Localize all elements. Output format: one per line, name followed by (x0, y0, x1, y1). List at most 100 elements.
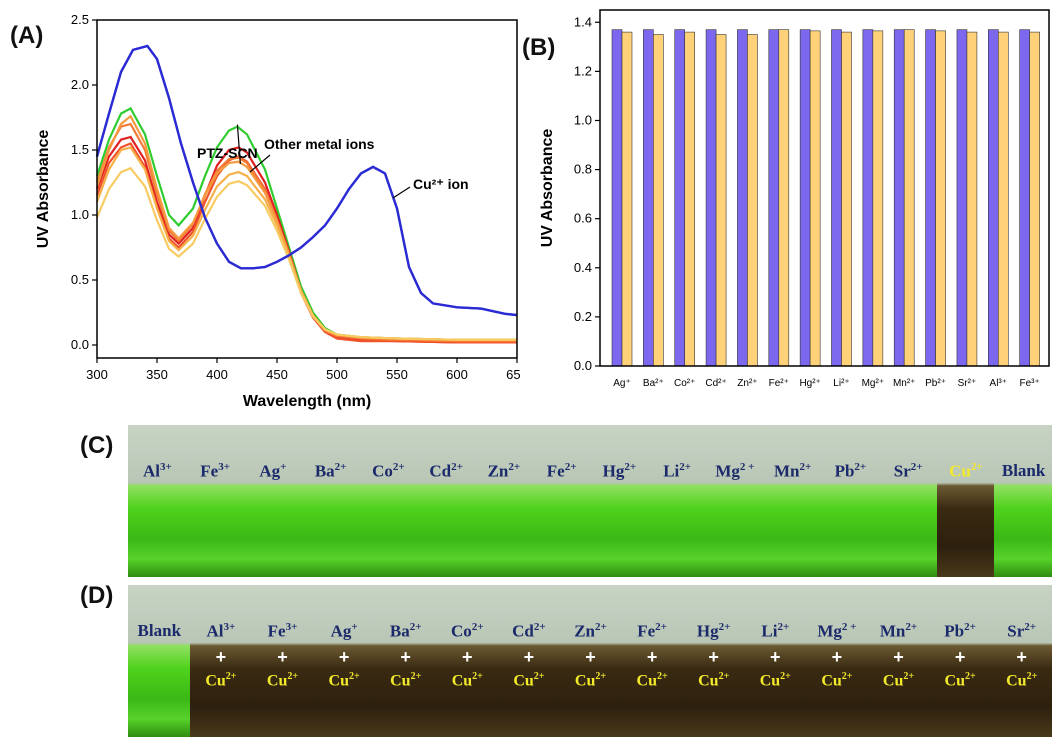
series-line-2 (95, 135, 517, 344)
vial-label: Fe3+ (200, 461, 230, 481)
added-cu-label: Cu2+ (759, 671, 791, 690)
added-cu-label: Cu2+ (636, 671, 668, 690)
series-line-4 (95, 122, 517, 343)
plus-sign: + (338, 647, 350, 667)
added-cu-label: Cu2+ (266, 671, 299, 690)
plus-sign: + (585, 647, 596, 667)
y-tick-label: 0.0 (574, 358, 592, 373)
bar-blue (643, 29, 654, 367)
vial-c-5: Cd2+ (416, 425, 477, 577)
vial-label: Zn2+ (487, 461, 521, 481)
plus-sign: + (646, 647, 658, 667)
annotation-arrow (236, 124, 241, 165)
x-tick-label: Co²⁺ (674, 378, 695, 389)
vial-d-2: Fe3+ + Cu2+ (251, 585, 315, 737)
photo-c: Al3+ Fe3+ Ag+ Ba2+ Co2+ Cd2+ Zn2+ Fe2+ Hg2+ Li2+ M… (128, 425, 1052, 577)
y-tick-label: 0.6 (574, 211, 592, 226)
x-tick-label: Hg²⁺ (799, 378, 820, 389)
bar-yellow (903, 29, 915, 367)
x-tick-label: 500 (326, 367, 348, 382)
y-tick-label: 1.0 (71, 207, 89, 222)
plus-sign: + (400, 647, 411, 667)
y-tick-label: 0.0 (71, 337, 89, 352)
vial-label: Ag+ (330, 621, 358, 641)
vial-label: Hg2+ (696, 621, 731, 641)
vial-label: Mg2 + (817, 621, 857, 641)
plus-sign: + (1016, 647, 1027, 667)
y-tick-label: 1.2 (574, 63, 592, 78)
vial-d-14: Sr2+ + Cu2+ (990, 585, 1052, 737)
x-tick-label: 450 (266, 367, 288, 382)
x-tick-label: Fe³⁺ (1020, 378, 1040, 389)
y-tick-label: 0.2 (574, 309, 592, 324)
panel-label-c: (C) (80, 432, 114, 459)
bar-yellow (715, 34, 727, 367)
plot-frame-a (96, 19, 518, 359)
vial-d-10: Li2+ + Cu2+ (744, 585, 808, 737)
series-line-cu-top (95, 44, 518, 317)
bar-blue (925, 29, 936, 367)
x-tick-label: 650 (506, 367, 520, 382)
plus-sign: + (893, 647, 904, 667)
bar-blue (674, 29, 686, 367)
x-tick-label: 400 (206, 367, 228, 382)
bar-blue (987, 29, 999, 367)
bar-yellow (778, 29, 790, 367)
vial-d-11: Mg2 + + Cu2+ (805, 585, 870, 737)
vial-label: Zn2+ (574, 621, 607, 641)
vial-label: Blank (137, 621, 182, 640)
series-line-3 (95, 142, 517, 344)
bar-yellow (809, 30, 821, 367)
added-cu-label: Cu2+ (882, 671, 915, 690)
vial-label: Fe3+ (267, 621, 298, 641)
x-tick-label: Li²⁺ (833, 378, 849, 389)
bar-blue (956, 29, 968, 367)
bar-blue (831, 29, 842, 367)
bar-blue (768, 29, 780, 367)
chart-b: Ag⁺ Ba²⁺ Co²⁺ Cd²⁺ Zn²⁺ Fe²⁺ Hg²⁺ Li²⁺ Mg²⁺ Mn²⁺ P… (539, 9, 1050, 389)
added-cu-label: Cu2+ (328, 671, 360, 690)
added-cu-label: Cu2+ (1006, 671, 1038, 690)
vial-label: Cu2+ (949, 461, 983, 481)
y-tick-label: 2.0 (71, 77, 89, 92)
vial-c-8: Hg2+ (590, 425, 650, 577)
vial-label: Cd2+ (512, 621, 546, 641)
plus-sign: + (277, 647, 288, 667)
y-tick-label: 0.4 (574, 260, 592, 275)
x-tick-label: Pb²⁺ (925, 378, 946, 389)
x-tick-label: Fe²⁺ (769, 378, 789, 389)
vial-label: Mg2 + (715, 461, 755, 481)
x-tick-label: Mn²⁺ (893, 378, 916, 389)
photo-d: Blank Al3+ + Cu2+ Fe3+ + Cu2+ Ag+ + Cu2+ Ba2+ + Cu2+… (128, 585, 1052, 737)
added-cu-label: Cu2+ (698, 671, 730, 690)
bar-yellow (935, 30, 946, 367)
vial-c-14: Cu2+ (936, 425, 997, 577)
bar-yellow (621, 31, 633, 367)
vial-label: Mn2+ (773, 461, 812, 481)
vial-label: Pb2+ (944, 621, 976, 641)
vial-c-6: Zn2+ (474, 425, 535, 577)
annotation-arrow (249, 154, 271, 173)
x-tick-label: 550 (386, 367, 408, 382)
vial-label: Blank (1001, 461, 1046, 480)
vial-c-0: Al3+ (128, 425, 188, 577)
added-cu-label: Cu2+ (205, 671, 237, 690)
vial-c-11: Mn2+ (763, 425, 823, 577)
vial-d-5: Co2+ + Cu2+ (436, 585, 500, 737)
added-cu-label: Cu2+ (821, 671, 853, 690)
bar-yellow (684, 31, 696, 367)
y-axis-label: UV Absorbance (35, 130, 52, 249)
bar-yellow (966, 31, 978, 367)
bar-blue (893, 29, 905, 367)
added-cu-label: Cu2+ (451, 671, 483, 690)
added-cu-label: Cu2+ (574, 671, 607, 690)
panel-label-a: (A) (10, 22, 44, 49)
vial-c-1: Fe3+ (185, 425, 246, 577)
vial-c-4: Co2+ (359, 425, 419, 577)
vial-c-9: Li2+ (647, 425, 708, 577)
vial-label: Li2+ (663, 461, 692, 481)
bar-blue (862, 29, 874, 367)
x-tick-label: Ba²⁺ (643, 378, 664, 389)
plus-sign: + (523, 647, 535, 667)
vial-d-8: Fe2+ + Cu2+ (620, 585, 685, 737)
